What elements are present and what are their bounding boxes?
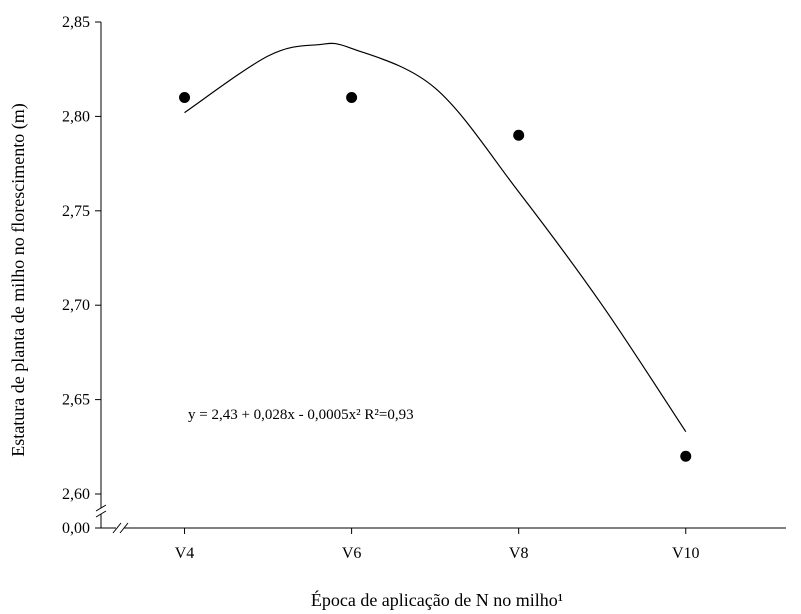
y-tick-label: 2,70 <box>62 297 90 314</box>
x-tick-label: V6 <box>342 545 362 562</box>
x-tick-label: V10 <box>672 545 700 562</box>
y-tick-label: 2,85 <box>62 14 90 31</box>
y-ticks: 2,60 2,65 2,70 2,75 2,80 2,85 0,00 <box>62 14 101 537</box>
data-point <box>179 92 191 104</box>
fit-curve <box>184 42 687 433</box>
equation-annotation: y = 2,43 + 0,028x - 0,0005x² R²=0,93 <box>188 407 414 423</box>
x-axis-title: Época de aplicação de N no milho¹ <box>311 589 563 610</box>
x-tick-label: V8 <box>509 545 529 562</box>
fit-curve-group <box>184 42 687 433</box>
x-ticks: V4 V6 V8 V10 <box>175 528 700 562</box>
y-tick-label-zero: 0,00 <box>62 520 90 537</box>
x-axis-break-mark-2 <box>119 522 129 534</box>
axes <box>95 22 786 534</box>
y-axis-break-mark-2 <box>95 510 107 518</box>
y-tick-label: 2,75 <box>62 203 90 220</box>
y-axis-title: Estatura de planta de milho no florescim… <box>8 103 29 456</box>
data-point <box>346 92 358 104</box>
data-points <box>179 92 692 462</box>
y-tick-label: 2,65 <box>62 392 90 409</box>
data-point <box>513 129 525 141</box>
x-tick-label: V4 <box>175 545 195 562</box>
y-tick-label: 2,80 <box>62 108 90 125</box>
y-axis-break-mark-1 <box>95 504 107 512</box>
data-point <box>680 450 692 462</box>
y-tick-label: 2,60 <box>62 486 90 503</box>
x-axis-break-mark-1 <box>112 522 122 534</box>
